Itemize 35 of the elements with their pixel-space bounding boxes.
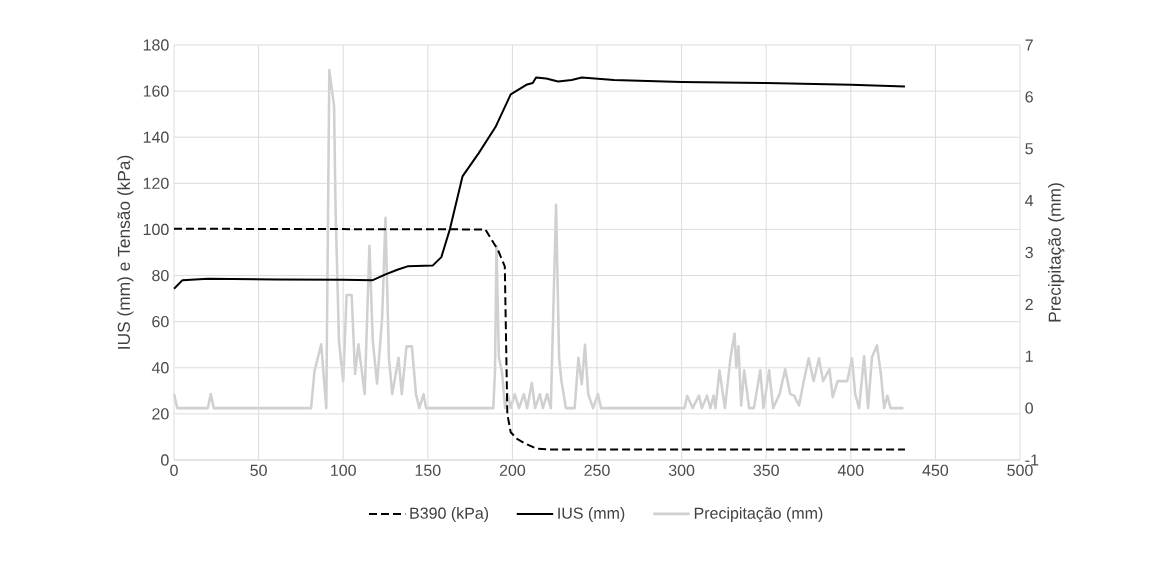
y-axis-title: IUS (mm) e Tensão (kPa) [117,155,134,349]
x-tick-label: 200 [499,464,526,477]
x-tick-label: 50 [250,464,267,477]
y2-axis-title: Precipitação (mm) [1048,183,1065,322]
y2-tick-label: 5 [1025,143,1033,155]
y2-tick-label: 0 [1025,402,1033,414]
y-tick-label: 40 [151,362,169,374]
y2-tick-label: 1 [1025,350,1033,362]
x-tick-label: 250 [584,464,610,477]
legend-label: Precipitação (mm) [694,507,823,523]
y-tick-label: 160 [143,85,169,97]
y-tick-label: 80 [152,269,169,282]
y2-tick-label: -1 [1025,454,1039,466]
y-tick-label: 20 [152,408,169,420]
x-tick-label: 400 [837,464,864,477]
y2-tick-label: 3 [1025,246,1033,259]
x-tick-label: 300 [668,464,695,477]
x-tick-label: 500 [1007,464,1033,477]
y2-tick-label: 4 [1025,195,1034,207]
legend-label: IUS (mm) [558,507,625,522]
y-tick-label: 140 [143,131,169,143]
y2-tick-label: 6 [1025,91,1033,103]
x-tick-label: 0 [170,464,178,477]
y-tick-label: 0 [161,454,169,466]
x-tick-label: 100 [331,464,356,477]
x-tick-label: 350 [753,464,779,477]
x-tick-label: 450 [922,464,949,477]
legend-label: B390 (kPa) [410,507,489,522]
y-tick-label: 60 [152,316,169,328]
y-tick-label: 100 [143,223,169,236]
y2-tick-label: 2 [1025,298,1033,310]
y2-tick-label: 7 [1025,39,1033,51]
y-tick-label: 120 [143,177,169,189]
x-tick-label: 150 [415,464,441,477]
y-tick-label: 180 [143,39,169,51]
